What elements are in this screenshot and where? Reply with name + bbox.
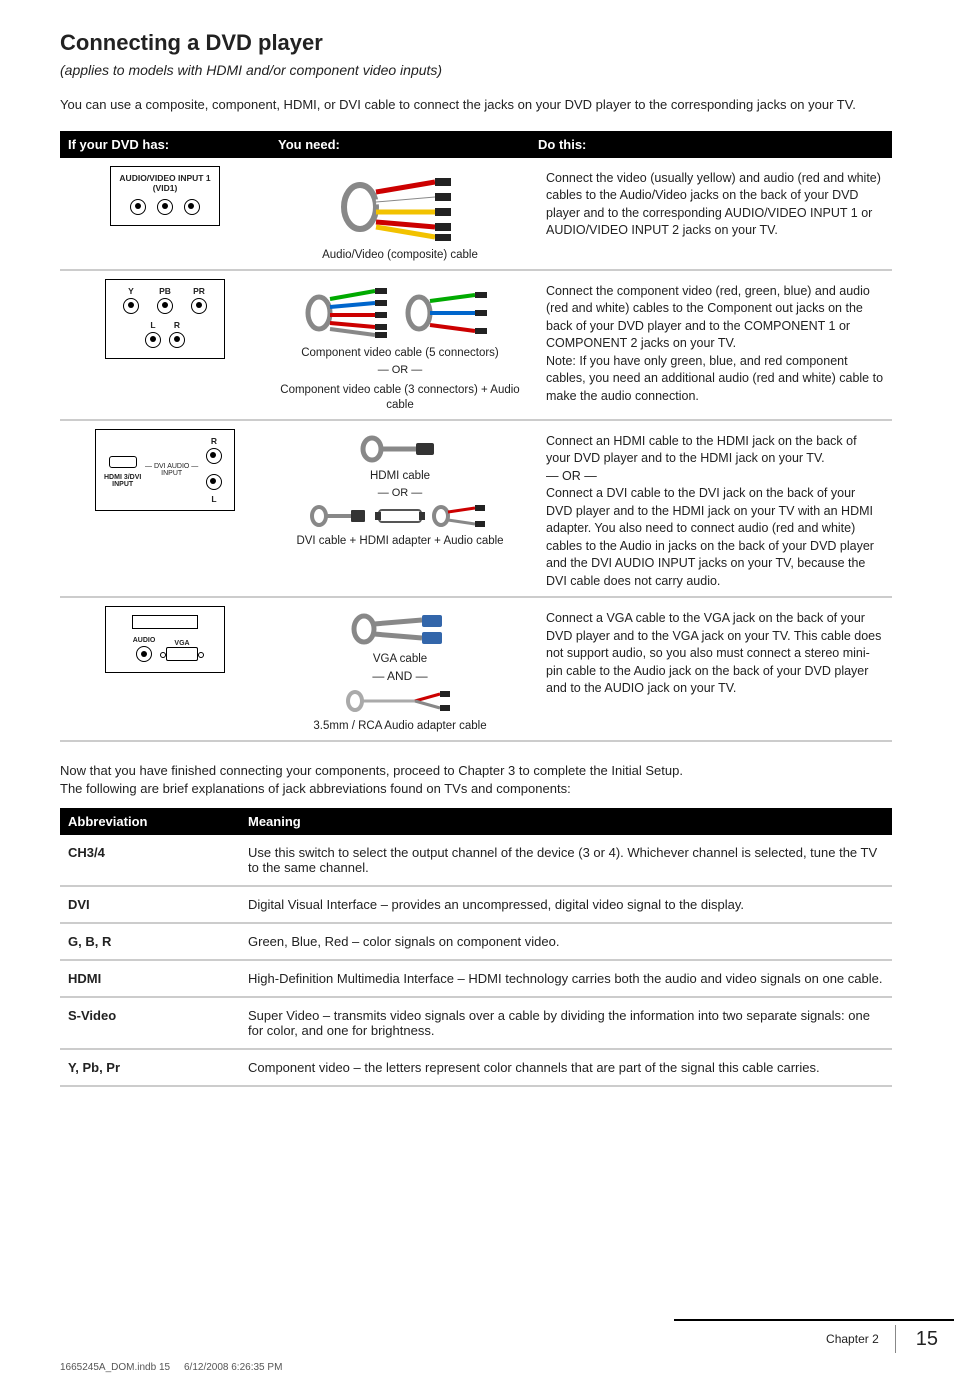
and-text: — AND — [372, 669, 427, 685]
footer-code: 1665245A_DOM.indb 15 6/12/2008 6:26:35 P… [60, 1362, 282, 1373]
meaning-cell: Super Video – transmits video signals ov… [248, 1008, 884, 1038]
hdmi-cable-icon [360, 435, 440, 463]
do-text: Connect a VGA cable to the VGA jack on t… [530, 606, 892, 698]
abbr-cell: S-Video [68, 1008, 248, 1038]
abbr-table: Abbreviation Meaning CH3/4 Use this swit… [60, 808, 892, 1087]
chapter-footer: Chapter 2 15 [674, 1319, 954, 1353]
component3-plus-audio-cable-icon [405, 285, 495, 340]
abbr-cell: CH3/4 [68, 845, 248, 875]
jack-header-col2: You need: [278, 137, 538, 152]
rca-jack-icon [145, 332, 161, 348]
abbr-header-col1: Abbreviation [68, 814, 248, 829]
rca-jack-icon [206, 474, 222, 490]
footer-timestamp: 6/12/2008 6:26:35 PM [184, 1362, 282, 1373]
do-text: Connect an HDMI cable to the HDMI jack o… [530, 429, 892, 591]
need-label-b: Component video cable (3 connectors) + A… [276, 383, 524, 413]
rca-jack-icon [130, 199, 146, 215]
abbr-cell: HDMI [68, 971, 248, 986]
jack-row-component: Y PB PR L R [60, 271, 892, 421]
meaning-cell: Component video – the letters represent … [248, 1060, 884, 1075]
abbr-row: DVI Digital Visual Interface – provides … [60, 887, 892, 924]
rca-jack-icon [184, 199, 200, 215]
vga-cable-icon [350, 612, 450, 646]
jack-row-hdmi: HDMI 3/DVIINPUT — DVI AUDIO —INPUT R L [60, 421, 892, 599]
page-number: 15 [900, 1328, 954, 1351]
jack-row-vga: AUDIO VGA VGA cable — AND — [60, 598, 892, 741]
meaning-cell: Use this switch to select the output cha… [248, 845, 884, 875]
abbr-table-header: Abbreviation Meaning [60, 808, 892, 835]
rca-jack-icon [157, 298, 173, 314]
abbr-intro: Now that you have finished connecting yo… [60, 762, 894, 798]
need-label-a3: VGA cable [373, 652, 427, 667]
abbr-row: HDMI High-Definition Multimedia Interfac… [60, 961, 892, 998]
jack-panel-vga: AUDIO VGA [105, 606, 225, 673]
panel-label: AUDIO/VIDEO INPUT 1 (VID1) [119, 173, 210, 193]
jack-panel-component: Y PB PR L R [105, 279, 225, 359]
need-label-a2: HDMI cable [370, 469, 430, 484]
jack-header-col1: If your DVD has: [68, 137, 278, 152]
hdmi-adapter-icon [375, 504, 425, 528]
abbr-row: S-Video Super Video – transmits video si… [60, 998, 892, 1050]
do-text: Connect the component video (red, green,… [530, 279, 892, 406]
jack-table: If your DVD has: You need: Do this: AUDI… [60, 131, 892, 742]
rca-jack-icon [157, 199, 173, 215]
dvi-cable-icon [309, 504, 369, 528]
jack-header-col3: Do this: [538, 137, 884, 152]
abbr-header-col2: Meaning [248, 814, 884, 829]
composite-cable-icon [340, 172, 460, 242]
jack-row-composite: AUDIO/VIDEO INPUT 1 (VID1) [60, 158, 892, 271]
rca-jack-icon [191, 298, 207, 314]
component5-cable-icon [305, 285, 395, 340]
jack-panel-hdmi: HDMI 3/DVIINPUT — DVI AUDIO —INPUT R L [95, 429, 235, 511]
vga-port-icon [166, 647, 198, 661]
need-label-b2: DVI cable + HDMI adapter + Audio cable [296, 534, 503, 549]
meaning-cell: Digital Visual Interface – provides an u… [248, 897, 884, 912]
abbr-cell: G, B, R [68, 934, 248, 949]
rca-jack-icon [206, 448, 222, 464]
divider-icon [895, 1325, 896, 1353]
page-title: Connecting a DVD player [60, 30, 894, 56]
abbr-cell: DVI [68, 897, 248, 912]
or-text: — OR — [378, 363, 423, 377]
abbr-cell: Y, Pb, Pr [68, 1060, 248, 1075]
jack-panel-composite: AUDIO/VIDEO INPUT 1 (VID1) [110, 166, 219, 226]
need-label-b3: 3.5mm / RCA Audio adapter cable [313, 719, 486, 734]
abbr-row: CH3/4 Use this switch to select the outp… [60, 835, 892, 887]
audio-cable-icon [431, 502, 491, 530]
jack-table-header: If your DVD has: You need: Do this: [60, 131, 892, 158]
page-subtitle: (applies to models with HDMI and/or comp… [60, 62, 894, 78]
need-label: Audio/Video (composite) cable [322, 248, 478, 263]
or-text: — OR — [378, 486, 423, 500]
chapter-label: Chapter 2 [826, 1332, 879, 1346]
need-label-a: Component video cable (5 connectors) [301, 346, 499, 361]
meaning-cell: High-Definition Multimedia Interface – H… [248, 971, 884, 986]
do-text: Connect the video (usually yellow) and a… [530, 166, 892, 240]
minijack-cable-icon [345, 689, 455, 713]
meaning-cell: Green, Blue, Red – color signals on comp… [248, 934, 884, 949]
hdmi-port-icon [109, 456, 137, 468]
audio-jack-icon [136, 646, 152, 662]
intro-text: You can use a composite, component, HDMI… [60, 96, 894, 115]
abbr-row: Y, Pb, Pr Component video – the letters … [60, 1050, 892, 1087]
rca-jack-icon [123, 298, 139, 314]
rca-jack-icon [169, 332, 185, 348]
footer-filename: 1665245A_DOM.indb 15 [60, 1362, 170, 1373]
abbr-row: G, B, R Green, Blue, Red – color signals… [60, 924, 892, 961]
